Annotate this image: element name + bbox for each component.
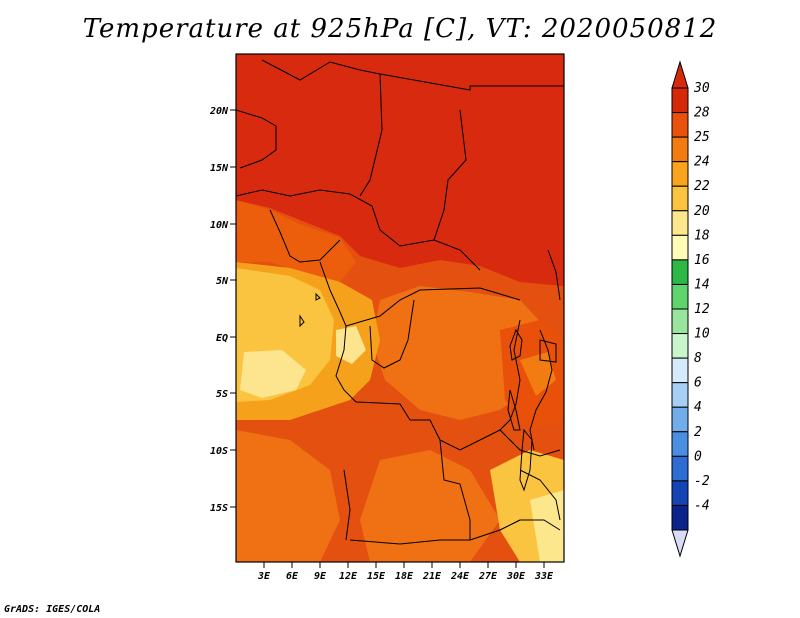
colorbar-cell bbox=[671, 431, 689, 457]
map-frame bbox=[235, 53, 565, 563]
colorbar-cell bbox=[671, 357, 689, 384]
lon-label: 3E bbox=[257, 571, 271, 582]
colorbar-label: 18 bbox=[694, 228, 710, 243]
colorbar-cell bbox=[671, 161, 689, 187]
colorbar-cell bbox=[671, 333, 689, 359]
colorbar-label: 25 bbox=[694, 130, 710, 145]
colorbar-label: 6 bbox=[694, 376, 702, 391]
lat-label: 5N bbox=[216, 276, 229, 287]
lat-label: 20N bbox=[209, 106, 229, 117]
lon-label: 6E bbox=[286, 571, 299, 582]
colorbar-bottom-arrow bbox=[671, 529, 689, 558]
lat-ticks bbox=[230, 109, 236, 508]
colorbar-cell bbox=[671, 504, 689, 531]
colorbar-cell bbox=[671, 185, 689, 212]
colorbar-cell bbox=[671, 112, 689, 138]
colorbar-label: -4 bbox=[694, 498, 710, 513]
colorbar-cell bbox=[671, 87, 689, 114]
colorbar-label: 22 bbox=[694, 179, 710, 194]
colorbar-label: 2 bbox=[694, 425, 702, 440]
colorbar-cell bbox=[671, 210, 689, 236]
colorbar-label: 4 bbox=[694, 400, 702, 415]
lon-label: 9E bbox=[314, 571, 327, 582]
lon-label: 24E bbox=[450, 571, 470, 582]
colorbar-label: 0 bbox=[694, 449, 702, 464]
colorbar-label: 10 bbox=[694, 327, 710, 342]
lat-label: 15S bbox=[210, 503, 228, 514]
lon-label: 33E bbox=[534, 571, 554, 582]
colorbar-cell bbox=[671, 406, 689, 433]
colorbar-label: 12 bbox=[694, 302, 710, 317]
colorbar-cell bbox=[671, 382, 689, 408]
lon-labels: 3E 6E 9E 12E 15E 18E 21E 24E 27E 30E 33E bbox=[257, 571, 554, 582]
lon-ticks bbox=[263, 562, 545, 568]
country-borders bbox=[236, 59, 564, 545]
lat-labels: 20N 15N 10N 5N EQ 5S 10S 15S bbox=[209, 106, 229, 514]
lon-label: 15E bbox=[367, 571, 386, 582]
lat-label: 15N bbox=[210, 163, 229, 174]
temperature-field bbox=[236, 54, 564, 562]
lon-label: 18E bbox=[395, 571, 414, 582]
chart-title: Temperature at 925hPa [C], VT: 202005081… bbox=[82, 14, 718, 44]
colorbar-label: 24 bbox=[694, 155, 710, 170]
colorbar-cell bbox=[671, 480, 689, 506]
colorbar-label: 14 bbox=[694, 277, 710, 292]
colorbar-cell bbox=[671, 308, 689, 335]
colorbar-top-arrow bbox=[671, 60, 689, 89]
lat-label: 10N bbox=[210, 220, 229, 231]
lat-label: 5S bbox=[216, 389, 228, 400]
lat-label: EQ bbox=[216, 333, 228, 344]
lon-label: 30E bbox=[506, 571, 526, 582]
lon-label: 21E bbox=[422, 571, 442, 582]
grads-credit: GrADS: IGES/COLA bbox=[4, 604, 101, 615]
colorbar-cell bbox=[671, 234, 689, 261]
colorbar-cell bbox=[671, 455, 689, 482]
colorbar-label: 16 bbox=[694, 253, 710, 268]
colorbar-label: -2 bbox=[694, 474, 710, 489]
colorbar-cells bbox=[671, 87, 689, 531]
lon-label: 27E bbox=[478, 571, 498, 582]
colorbar-label: 8 bbox=[694, 351, 702, 366]
lon-label: 12E bbox=[339, 571, 358, 582]
colorbar-label: 20 bbox=[694, 204, 710, 219]
colorbar-label: 28 bbox=[694, 106, 710, 121]
colorbar-cell bbox=[671, 136, 689, 163]
colorbar-cell bbox=[671, 259, 689, 285]
colorbar-cell bbox=[671, 283, 689, 310]
colorbar-label: 30 bbox=[693, 81, 710, 96]
lat-label: 10S bbox=[210, 446, 228, 457]
